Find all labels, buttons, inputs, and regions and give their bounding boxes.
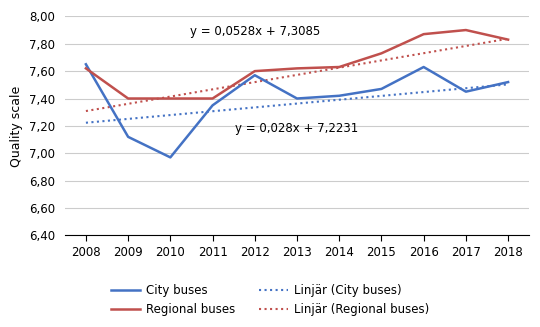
Text: y = 0,028x + 7,2231: y = 0,028x + 7,2231 xyxy=(235,123,359,135)
Legend: City buses, Regional buses, Linjär (City buses), Linjär (Regional buses): City buses, Regional buses, Linjär (City… xyxy=(106,280,434,321)
Y-axis label: Quality scale: Quality scale xyxy=(10,85,23,166)
Text: y = 0,0528x + 7,3085: y = 0,0528x + 7,3085 xyxy=(190,25,320,38)
